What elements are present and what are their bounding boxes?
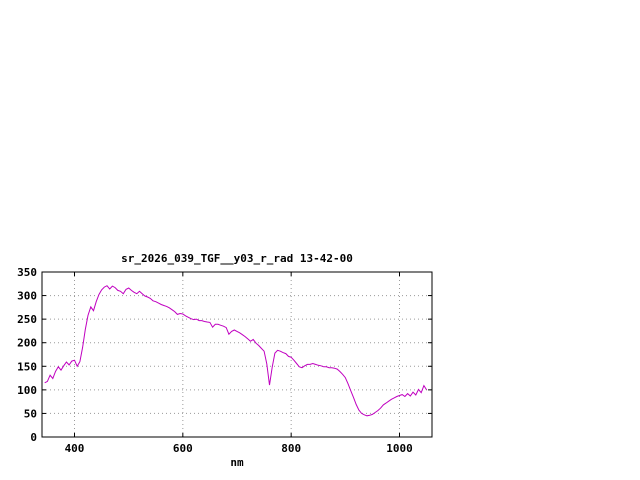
x-axis-label: nm (230, 456, 244, 469)
x-tick-label: 600 (173, 442, 193, 455)
spectrum-line (44, 285, 428, 417)
grid-lines (42, 272, 432, 437)
y-tick-labels: 0 50 100 150 200 250 300 350 (17, 266, 37, 444)
plot-border (41, 271, 433, 438)
chart-title: sr_2026_039_TGF__y03_r_rad 13-42-00 (121, 252, 353, 265)
y-tick-label: 350 (17, 266, 37, 279)
x-tick-label: 1000 (386, 442, 413, 455)
x-tick-labels: 400 600 800 1000 (65, 442, 413, 455)
y-tick-label: 150 (17, 360, 37, 373)
y-tick-label: 300 (17, 290, 37, 303)
y-tick-label: 50 (24, 407, 37, 420)
y-tick-label: 100 (17, 384, 37, 397)
y-tick-label: 0 (30, 431, 37, 444)
y-tick-label: 200 (17, 337, 37, 350)
y-tick-label: 250 (17, 313, 37, 326)
x-tick-label: 800 (281, 442, 301, 455)
axis-ticks (42, 271, 432, 438)
x-tick-label: 400 (65, 442, 85, 455)
